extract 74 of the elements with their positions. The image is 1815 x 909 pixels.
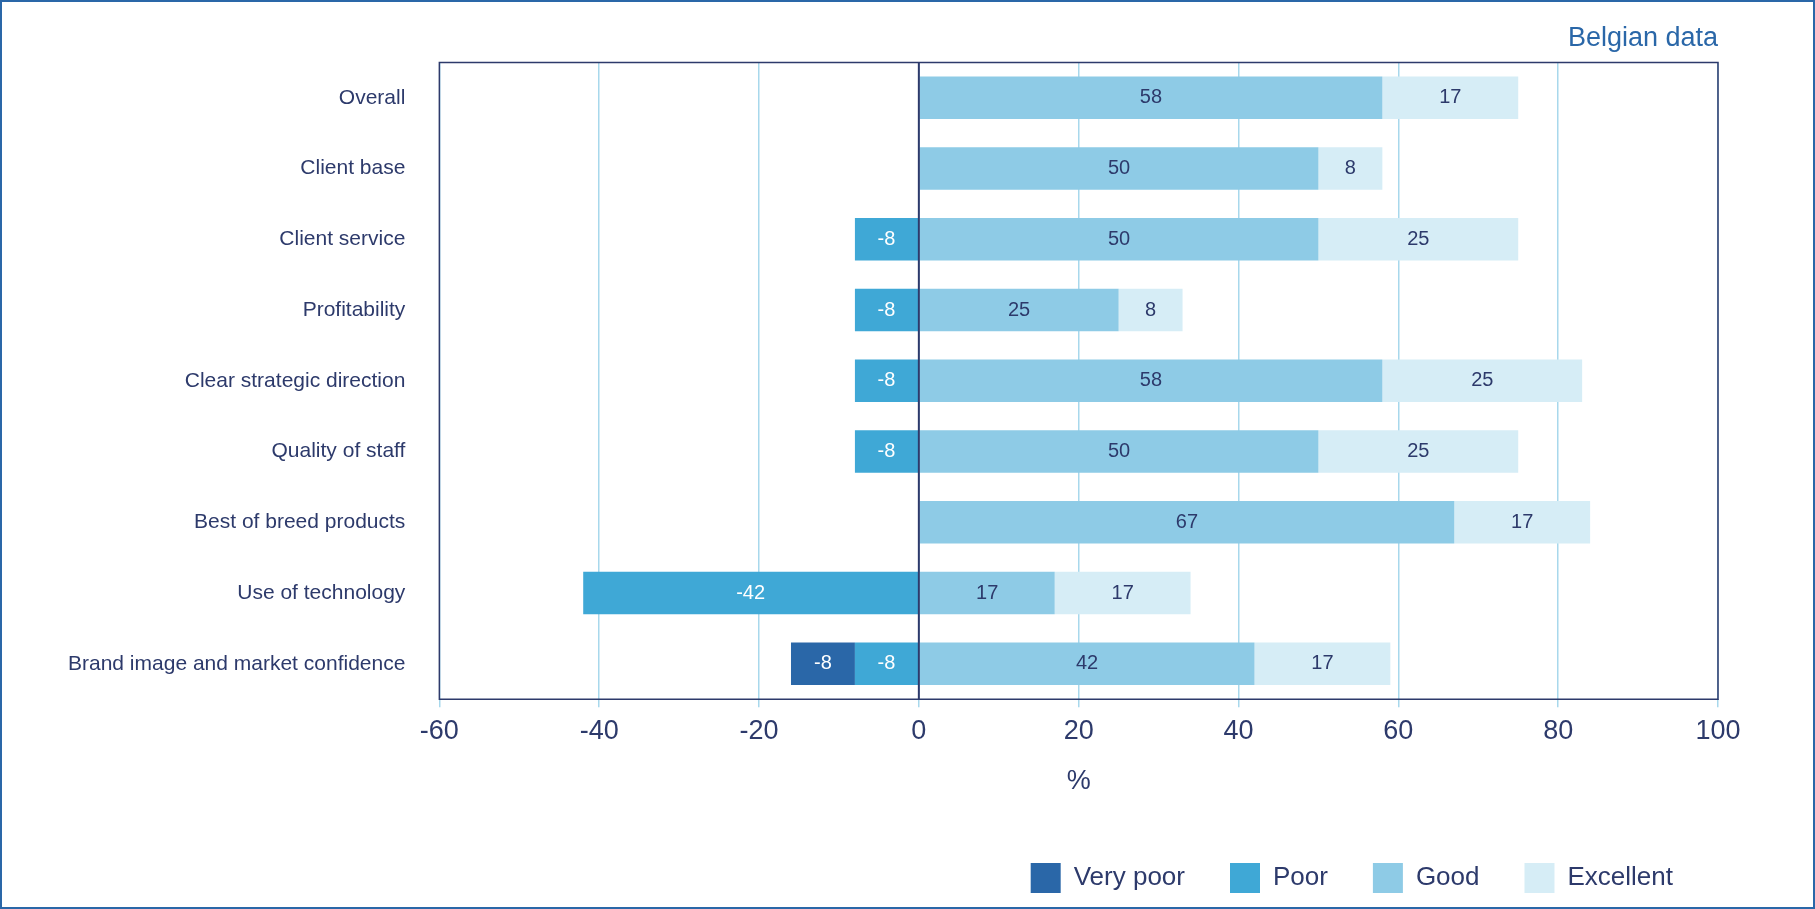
bar bbox=[919, 571, 1055, 615]
data-label: 17 bbox=[976, 580, 999, 603]
data-label: 50 bbox=[1107, 226, 1131, 249]
x-tick-label: -40 bbox=[579, 714, 619, 745]
bar bbox=[919, 642, 1255, 686]
bar bbox=[1318, 218, 1519, 261]
bar bbox=[854, 288, 919, 332]
x-tick-label: -60 bbox=[419, 714, 459, 745]
chart-title: Belgian data bbox=[1567, 21, 1719, 52]
data-label: -8 bbox=[877, 439, 896, 462]
y-tick-label: Overall bbox=[338, 84, 406, 108]
bar bbox=[854, 218, 919, 261]
data-label: -8 bbox=[877, 368, 896, 391]
bar bbox=[1054, 571, 1191, 615]
data-label: 42 bbox=[1075, 651, 1099, 674]
bar bbox=[919, 430, 1319, 473]
data-label: -42 bbox=[736, 580, 766, 603]
bar bbox=[1318, 430, 1519, 473]
bar bbox=[1382, 76, 1519, 119]
bar bbox=[919, 147, 1319, 190]
legend-label: Very poor bbox=[1073, 861, 1186, 892]
data-label: 50 bbox=[1107, 156, 1131, 179]
data-label: 50 bbox=[1107, 439, 1131, 462]
y-tick-label: Profitability bbox=[302, 296, 406, 320]
data-label: 17 bbox=[1111, 580, 1134, 603]
x-axis-title: % bbox=[1066, 765, 1091, 796]
bar bbox=[919, 218, 1319, 261]
bar bbox=[1118, 288, 1183, 332]
data-label: 25 bbox=[1008, 297, 1031, 320]
bar bbox=[854, 642, 919, 686]
bar bbox=[919, 76, 1383, 119]
bar bbox=[583, 571, 919, 615]
data-label: 8 bbox=[1344, 156, 1356, 179]
data-label: 17 bbox=[1311, 651, 1334, 674]
legend-label: Good bbox=[1415, 861, 1480, 892]
data-label: 58 bbox=[1139, 85, 1163, 108]
y-tick-label: Best of breed products bbox=[194, 509, 406, 533]
bar bbox=[1382, 359, 1583, 403]
data-label: -8 bbox=[877, 297, 896, 320]
data-label: 17 bbox=[1511, 509, 1534, 532]
y-tick-label: Client base bbox=[300, 155, 406, 179]
bar bbox=[919, 359, 1383, 403]
data-label: 8 bbox=[1145, 297, 1157, 320]
data-label: 17 bbox=[1439, 85, 1462, 108]
data-label: -8 bbox=[877, 651, 896, 674]
y-tick-label: Client service bbox=[279, 226, 406, 250]
x-tick-label: 60 bbox=[1383, 714, 1414, 745]
x-tick-label: 0 bbox=[911, 714, 927, 745]
bar bbox=[854, 430, 919, 473]
bar bbox=[790, 642, 855, 686]
bar bbox=[1454, 501, 1591, 544]
x-tick-label: 40 bbox=[1223, 714, 1254, 745]
x-tick-label: 20 bbox=[1063, 714, 1094, 745]
bar bbox=[919, 501, 1455, 544]
x-tick-label: -20 bbox=[739, 714, 779, 745]
y-tick-label: Quality of staff bbox=[271, 438, 406, 462]
y-tick-label: Clear strategic direction bbox=[184, 367, 406, 391]
data-label: -8 bbox=[814, 651, 832, 674]
data-label: 25 bbox=[1407, 226, 1430, 249]
legend-label: Excellent bbox=[1567, 861, 1674, 892]
y-tick-label: Use of technology bbox=[237, 579, 406, 603]
legend-label: Poor bbox=[1272, 861, 1329, 892]
data-label: -8 bbox=[877, 226, 896, 249]
data-label: 58 bbox=[1139, 368, 1163, 391]
data-label: 25 bbox=[1407, 439, 1430, 462]
data-label: 25 bbox=[1471, 368, 1494, 391]
y-tick-label: Brand image and market confidence bbox=[67, 650, 406, 674]
x-tick-label: 80 bbox=[1543, 714, 1574, 745]
bar bbox=[919, 288, 1119, 332]
data-label: 67 bbox=[1175, 509, 1199, 532]
bar bbox=[1318, 147, 1383, 190]
x-tick-label: 100 bbox=[1695, 714, 1741, 745]
bar bbox=[1254, 642, 1391, 686]
bar bbox=[854, 359, 919, 403]
